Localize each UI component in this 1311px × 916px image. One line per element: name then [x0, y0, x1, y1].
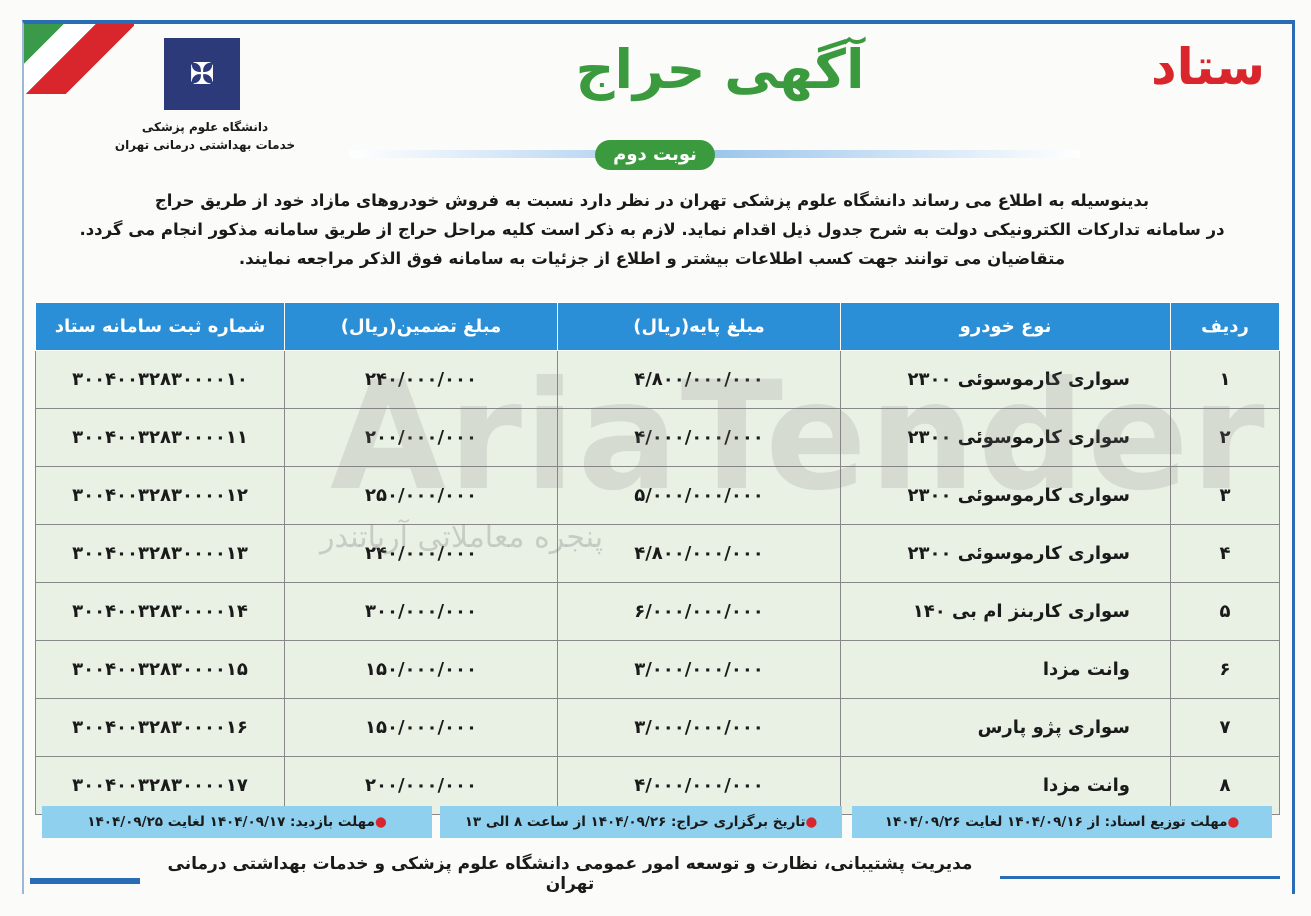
- cell-vehicle-type: سواری کارموسوئی ۲۳۰۰: [840, 408, 1171, 467]
- setad-logo: ستاد: [1140, 42, 1265, 152]
- cell-row-number: ۳: [1170, 466, 1280, 525]
- bullet-icon: ●: [805, 814, 818, 830]
- cell-guarantee: ۲۴۰/۰۰۰/۰۰۰: [284, 524, 558, 583]
- col-header-vehicle-type: نوع خودرو: [840, 302, 1171, 351]
- intro-line-1: بدینوسیله به اطلاع می رساند دانشگاه علوم…: [154, 191, 1150, 210]
- info-visit-text: مهلت بازدید: ۱۴۰۴/۰۹/۱۷ لغایت ۱۴۰۴/۰۹/۲۵: [87, 814, 375, 830]
- footer-divider-left: [30, 878, 140, 884]
- footer-divider-right: [1000, 876, 1280, 879]
- bullet-icon: ●: [1227, 814, 1240, 830]
- cell-setad-number: ۳۰۰۴۰۰۳۲۸۳۰۰۰۰۱۵: [35, 640, 285, 699]
- info-visit: ●مهلت بازدید: ۱۴۰۴/۰۹/۱۷ لغایت ۱۴۰۴/۰۹/۲…: [42, 806, 432, 838]
- cell-vehicle-type: سواری پژو پارس: [840, 698, 1171, 757]
- cell-setad-number: ۳۰۰۴۰۰۳۲۸۳۰۰۰۰۱۲: [35, 466, 285, 525]
- cell-setad-number: ۳۰۰۴۰۰۳۲۸۳۰۰۰۰۱۷: [35, 756, 285, 815]
- cell-guarantee: ۱۵۰/۰۰۰/۰۰۰: [284, 698, 558, 757]
- table-row: ۶ وانت مزدا ۳/۰۰۰/۰۰۰/۰۰۰ ۱۵۰/۰۰۰/۰۰۰ ۳۰۰۴۰۰…: [35, 640, 1280, 699]
- col-header-guarantee: مبلغ تضمین(ریال): [284, 302, 558, 351]
- table-row: ۲ سواری کارموسوئی ۲۳۰۰ ۴/۰۰۰/۰۰۰/۰۰۰ ۲۰۰/۰۰…: [35, 408, 1280, 467]
- cell-row-number: ۷: [1170, 698, 1280, 757]
- cell-row-number: ۵: [1170, 582, 1280, 641]
- cell-guarantee: ۱۵۰/۰۰۰/۰۰۰: [284, 640, 558, 699]
- cell-setad-number: ۳۰۰۴۰۰۳۲۸۳۰۰۰۰۱۱: [35, 408, 285, 467]
- intro-text: بدینوسیله به اطلاع می رساند دانشگاه علوم…: [32, 186, 1272, 273]
- cell-row-number: ۴: [1170, 524, 1280, 583]
- cell-base-price: ۴/۸۰۰/۰۰۰/۰۰۰: [557, 350, 841, 409]
- cell-base-price: ۴/۰۰۰/۰۰۰/۰۰۰: [557, 408, 841, 467]
- page-title: آگهی حراج: [575, 38, 865, 101]
- cell-setad-number: ۳۰۰۴۰۰۳۲۸۳۰۰۰۰۱۰: [35, 350, 285, 409]
- cell-vehicle-type: سواری کارموسوئی ۲۳۰۰: [840, 350, 1171, 409]
- cell-vehicle-type: سواری کارموسوئی ۲۳۰۰: [840, 466, 1171, 525]
- cell-vehicle-type: سواری کاربنز ام بی ۱۴۰: [840, 582, 1171, 641]
- title-divider: [350, 150, 1080, 158]
- table-row: ۵ سواری کاربنز ام بی ۱۴۰ ۶/۰۰۰/۰۰۰/۰۰۰ ۳۰۰/…: [35, 582, 1280, 641]
- cell-row-number: ۱: [1170, 350, 1280, 409]
- footer-text: مدیریت پشتیبانی، نظارت و توسعه امور عموم…: [167, 854, 973, 894]
- table-row: ۷ سواری پژو پارس ۳/۰۰۰/۰۰۰/۰۰۰ ۱۵۰/۰۰۰/۰۰۰ ۳…: [35, 698, 1280, 757]
- col-header-base-price: مبلغ پایه(ریال): [557, 302, 841, 351]
- info-auction-date-text: تاریخ برگزاری حراج: ۱۴۰۴/۰۹/۲۶ از ساعت ۸…: [464, 814, 806, 830]
- cell-base-price: ۴/۰۰۰/۰۰۰/۰۰۰: [557, 756, 841, 815]
- notice-frame: [22, 20, 1295, 894]
- cell-row-number: ۶: [1170, 640, 1280, 699]
- university-logo: ✠: [164, 38, 240, 110]
- cell-base-price: ۵/۰۰۰/۰۰۰/۰۰۰: [557, 466, 841, 525]
- cell-guarantee: ۲۰۰/۰۰۰/۰۰۰: [284, 408, 558, 467]
- table-row: ۴ سواری کارموسوئی ۲۳۰۰ ۴/۸۰۰/۰۰۰/۰۰۰ ۲۴۰/۰۰…: [35, 524, 1280, 583]
- intro-line-3: متقاضیان می توانند جهت کسب اطلاعات بیشتر…: [238, 249, 1066, 268]
- bullet-icon: ●: [374, 814, 387, 830]
- cell-base-price: ۳/۰۰۰/۰۰۰/۰۰۰: [557, 640, 841, 699]
- cell-setad-number: ۳۰۰۴۰۰۳۲۸۳۰۰۰۰۱۶: [35, 698, 285, 757]
- cell-setad-number: ۳۰۰۴۰۰۳۲۸۳۰۰۰۰۱۴: [35, 582, 285, 641]
- table-row: ۱ سواری کارموسوئی ۲۳۰۰ ۴/۸۰۰/۰۰۰/۰۰۰ ۲۴۰/۰۰…: [35, 350, 1280, 409]
- cell-guarantee: ۲۴۰/۰۰۰/۰۰۰: [284, 350, 558, 409]
- cell-base-price: ۴/۸۰۰/۰۰۰/۰۰۰: [557, 524, 841, 583]
- table-row: ۳ سواری کارموسوئی ۲۳۰۰ ۵/۰۰۰/۰۰۰/۰۰۰ ۲۵۰/۰۰…: [35, 466, 1280, 525]
- university-name-line1: دانشگاه علوم پزشکی: [141, 120, 269, 134]
- cell-guarantee: ۳۰۰/۰۰۰/۰۰۰: [284, 582, 558, 641]
- intro-line-2: در سامانه تدارکات الکترونیکی دولت به شرح…: [79, 220, 1225, 239]
- info-distribution-text: مهلت توزیع اسناد: از ۱۴۰۴/۰۹/۱۶ لغایت ۱۴…: [884, 814, 1228, 830]
- vehicles-table: ردیف نوع خودرو مبلغ پایه(ریال) مبلغ تضمی…: [35, 302, 1280, 815]
- cell-vehicle-type: وانت مزدا: [840, 640, 1171, 699]
- info-auction-date: ●تاریخ برگزاری حراج: ۱۴۰۴/۰۹/۲۶ از ساعت …: [440, 806, 842, 838]
- info-distribution: ●مهلت توزیع اسناد: از ۱۴۰۴/۰۹/۱۶ لغایت ۱…: [852, 806, 1272, 838]
- cell-vehicle-type: سواری کارموسوئی ۲۳۰۰: [840, 524, 1171, 583]
- university-name-line2: خدمات بهداشتی درمانی تهران: [114, 138, 296, 152]
- cell-base-price: ۶/۰۰۰/۰۰۰/۰۰۰: [557, 582, 841, 641]
- col-header-setad-number: شماره ثبت سامانه ستاد: [35, 302, 285, 351]
- iran-flag-icon: [24, 24, 134, 94]
- cell-row-number: ۸: [1170, 756, 1280, 815]
- university-name: دانشگاه علوم پزشکی خدمات بهداشتی درمانی …: [100, 118, 310, 154]
- table-header-row: ردیف نوع خودرو مبلغ پایه(ریال) مبلغ تضمی…: [35, 302, 1280, 351]
- cell-base-price: ۳/۰۰۰/۰۰۰/۰۰۰: [557, 698, 841, 757]
- cell-guarantee: ۲۵۰/۰۰۰/۰۰۰: [284, 466, 558, 525]
- cell-setad-number: ۳۰۰۴۰۰۳۲۸۳۰۰۰۰۱۳: [35, 524, 285, 583]
- round-badge: نوبت دوم: [595, 140, 715, 170]
- setad-logo-mark: ستاد: [1150, 38, 1265, 96]
- col-header-row-number: ردیف: [1170, 302, 1280, 351]
- cell-row-number: ۲: [1170, 408, 1280, 467]
